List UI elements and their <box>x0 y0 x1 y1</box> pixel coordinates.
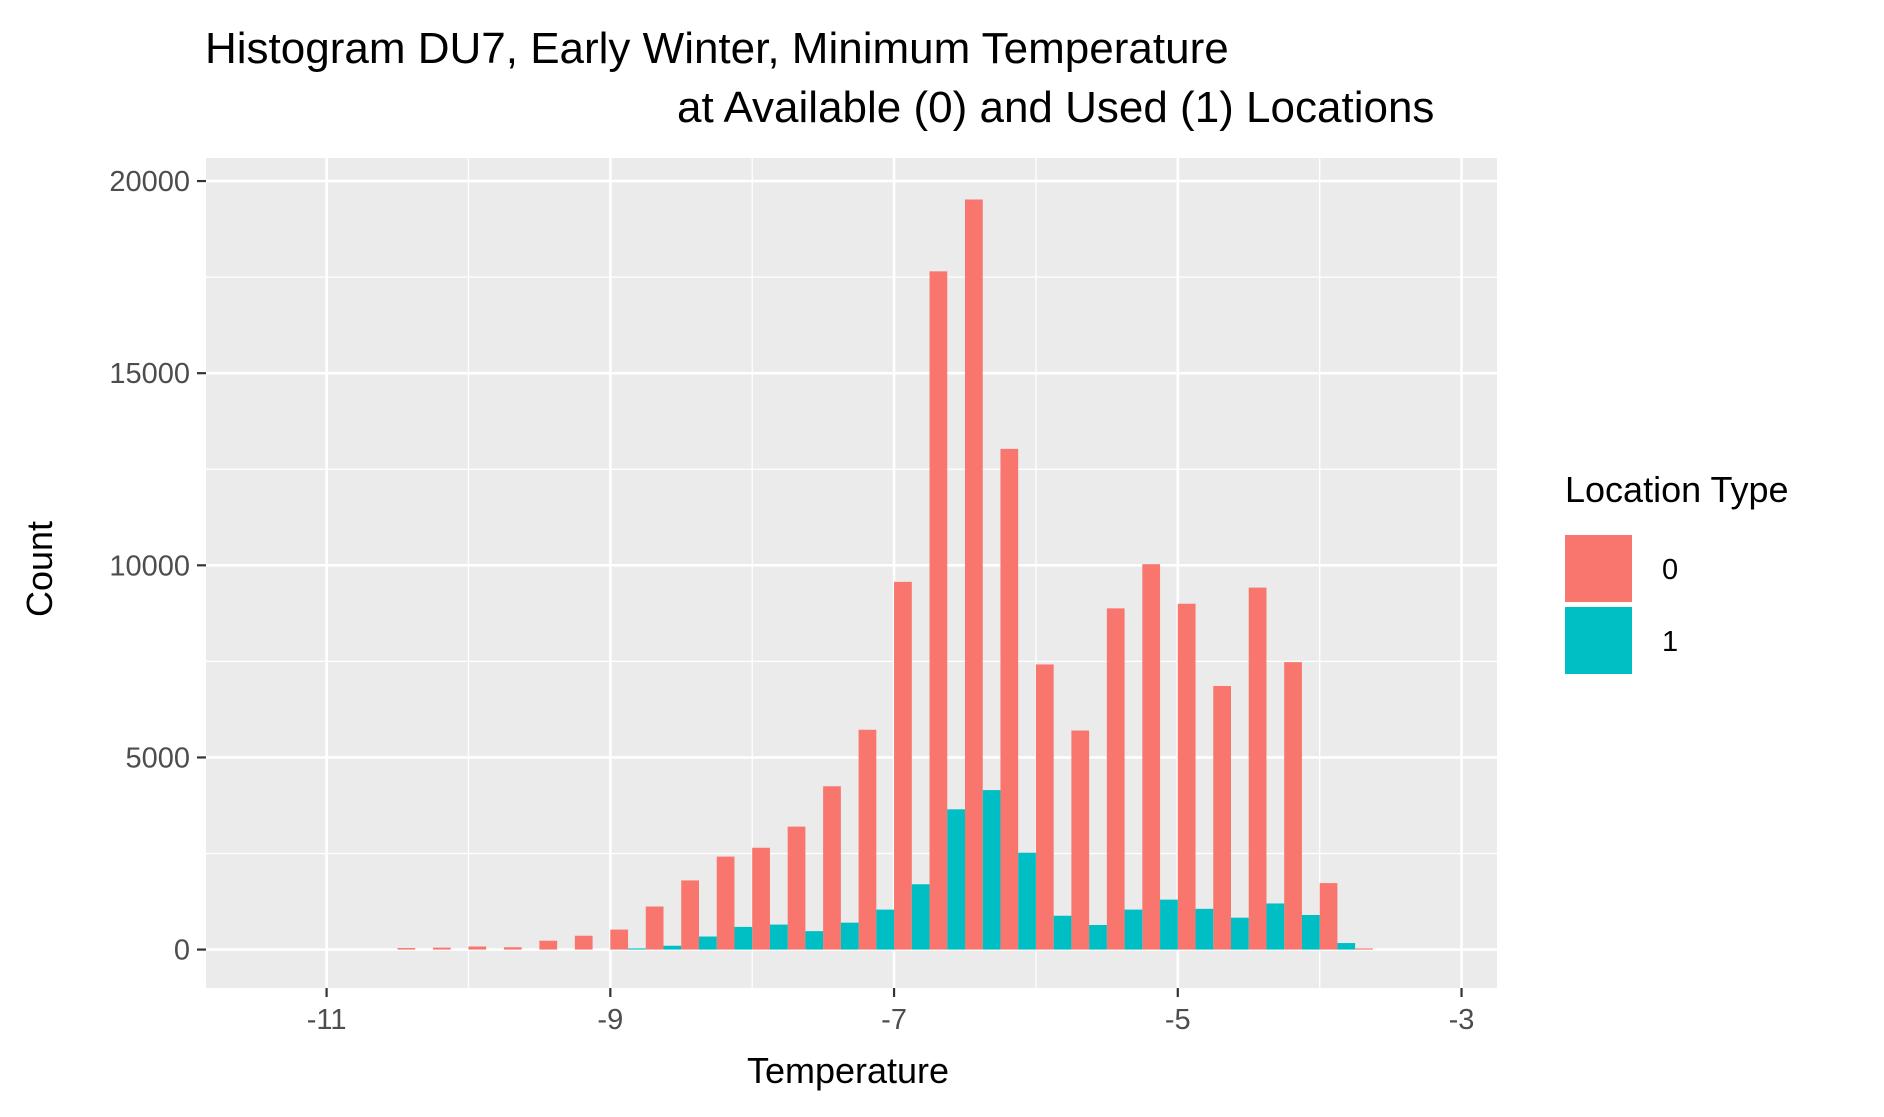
bar-series-0 <box>1035 664 1054 950</box>
bar-series-1 <box>876 909 895 950</box>
bar-series-0 <box>1071 730 1090 950</box>
x-tick-label: -9 <box>597 1004 623 1036</box>
legend: Location Type 0 1 <box>1565 469 1789 674</box>
major-gridlines <box>206 158 1497 988</box>
legend-label-0: 0 <box>1662 554 1678 586</box>
bar-series-1 <box>1337 943 1356 950</box>
x-tick-label: -5 <box>1165 1004 1191 1036</box>
bar-series-1 <box>947 809 965 950</box>
bar-series-0 <box>929 271 948 950</box>
bar-series-1 <box>840 922 859 950</box>
y-tick-label: 0 <box>174 935 190 967</box>
legend-label-1: 1 <box>1662 626 1678 658</box>
bar-series-0 <box>1355 948 1373 950</box>
x-axis: -11 -9 -7 -5 -3 <box>307 988 1475 1036</box>
bar-series-1 <box>663 945 682 950</box>
bar-series-1 <box>1266 903 1285 950</box>
bar-series-0 <box>645 906 664 950</box>
bar-series-0 <box>432 947 451 950</box>
y-axis: 0 5000 10000 15000 20000 <box>109 166 206 967</box>
bar-series-1 <box>1018 852 1036 950</box>
chart-title-line-1: Histogram DU7, Early Winter, Minimum Tem… <box>205 24 1229 73</box>
bar-series-0 <box>787 826 806 950</box>
bar-series-0 <box>397 948 416 950</box>
bar-series-0 <box>1106 608 1125 950</box>
bar-series-0 <box>503 947 522 950</box>
minor-gridlines <box>206 158 1497 988</box>
legend-swatch-1 <box>1565 607 1632 674</box>
bar-series-1 <box>628 948 646 950</box>
bar-series-1 <box>698 936 717 950</box>
bar-series-0 <box>1000 448 1019 950</box>
bar-series-0 <box>1319 883 1338 950</box>
bar-series-0 <box>681 880 699 950</box>
bar-series-1 <box>769 924 788 950</box>
bar-series-1 <box>1301 914 1320 950</box>
bar-series-0 <box>752 847 770 950</box>
histogram-bars <box>397 199 1373 950</box>
bar-series-0 <box>964 199 983 950</box>
y-axis-title: Count <box>19 521 60 617</box>
legend-swatch-0 <box>1565 535 1632 602</box>
bar-series-0 <box>1177 603 1196 950</box>
bar-series-0 <box>1213 685 1231 950</box>
y-tick-label: 20000 <box>109 166 190 198</box>
bar-series-1 <box>1124 909 1143 950</box>
bar-series-0 <box>1284 662 1302 950</box>
x-axis-title: Temperature <box>747 1050 949 1091</box>
bar-series-0 <box>716 856 735 950</box>
bar-series-1 <box>1089 924 1107 950</box>
bar-series-0 <box>894 581 912 950</box>
bar-series-1 <box>1230 917 1249 950</box>
bar-series-0 <box>858 729 877 950</box>
bar-series-0 <box>468 946 487 950</box>
bar-series-0 <box>574 935 593 950</box>
chart-title-line-2: at Available (0) and Used (1) Locations <box>677 83 1434 132</box>
bar-series-1 <box>1195 908 1214 950</box>
bar-series-0 <box>610 929 629 950</box>
bar-series-0 <box>539 940 558 950</box>
y-tick-label: 10000 <box>109 550 190 582</box>
bar-series-1 <box>1053 915 1072 950</box>
bar-series-0 <box>1248 587 1267 950</box>
bar-series-1 <box>734 926 753 950</box>
x-tick-label: -11 <box>307 1004 347 1036</box>
bar-series-0 <box>1142 564 1161 950</box>
x-tick-label: -7 <box>881 1004 907 1036</box>
bar-series-0 <box>823 786 841 950</box>
bar-series-1 <box>982 790 1001 950</box>
bar-series-1 <box>911 884 930 950</box>
bar-series-1 <box>1160 899 1178 950</box>
y-tick-label: 15000 <box>109 358 190 390</box>
plot-panel <box>206 158 1497 988</box>
legend-title: Location Type <box>1565 469 1789 510</box>
y-tick-label: 5000 <box>125 742 190 774</box>
bar-series-1 <box>805 931 824 950</box>
x-tick-label: -3 <box>1449 1004 1475 1036</box>
